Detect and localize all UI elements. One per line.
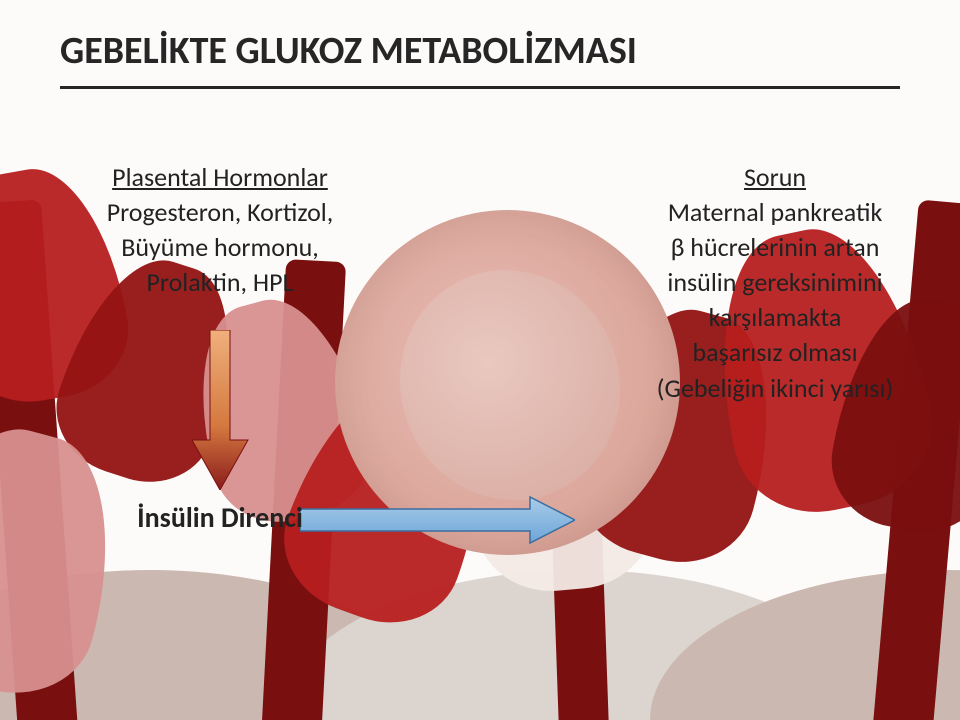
right-heading: Sorun: [615, 160, 935, 195]
right-line5: başarısız olması: [615, 335, 935, 370]
slide: GEBELİKTE GLUKOZ METABOLİZMASI Plasental…: [0, 0, 960, 720]
left-line2: Büyüme hormonu,: [55, 230, 385, 265]
right-line2: β hücrelerinin artan: [615, 230, 935, 265]
right-line6: (Gebeliğin ikinci yarısı): [615, 371, 935, 406]
left-line1: Progesteron, Kortizol,: [55, 195, 385, 230]
down-arrow-icon: [190, 330, 250, 490]
slide-title: GEBELİKTE GLUKOZ METABOLİZMASI: [60, 28, 900, 89]
left-column: Plasental Hormonlar Progesteron, Kortizo…: [55, 160, 385, 300]
insulin-resistance-label: İnsülin Direnci: [90, 500, 350, 535]
left-line3: Prolaktin, HPL: [55, 265, 385, 300]
left-heading: Plasental Hormonlar: [55, 160, 385, 195]
right-column: Sorun Maternal pankreatik β hücrelerinin…: [615, 160, 935, 406]
right-line3: insülin gereksinimini: [615, 265, 935, 300]
right-line1: Maternal pankreatik: [615, 195, 935, 230]
right-line4: karşılamakta: [615, 300, 935, 335]
